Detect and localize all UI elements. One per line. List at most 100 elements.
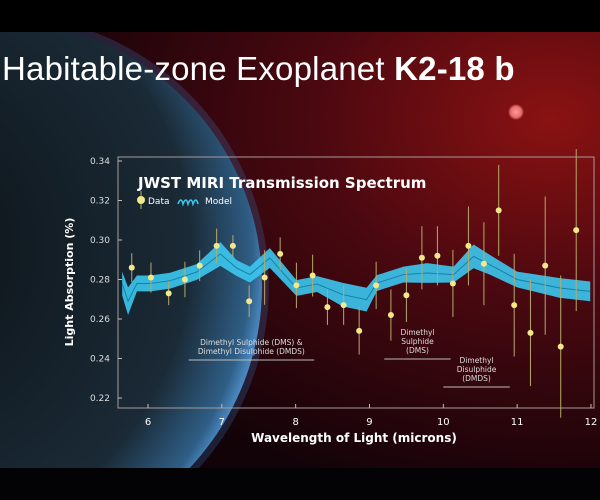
top-bar — [0, 0, 600, 32]
data-point — [181, 261, 188, 298]
data-point — [557, 275, 564, 418]
legend-model-label: Model — [205, 197, 232, 207]
data-marker — [527, 329, 534, 336]
title-bold: K2-18 b — [394, 50, 515, 87]
data-point — [434, 226, 441, 286]
data-marker — [165, 290, 172, 297]
y-tick-label: 0.32 — [90, 197, 110, 207]
data-point — [309, 254, 316, 297]
data-marker — [324, 304, 331, 311]
legend-data-label: Data — [148, 197, 170, 207]
data-point — [324, 289, 331, 325]
x-tick-label: 7 — [219, 417, 225, 428]
legend-data-icon — [137, 196, 145, 204]
chart-title: JWST MIRI Transmission Spectrum — [137, 174, 426, 192]
plot-frame — [117, 156, 595, 409]
data-marker — [181, 276, 188, 283]
data-marker — [434, 252, 441, 259]
data-marker — [449, 280, 456, 287]
data-point — [449, 249, 456, 318]
annotation-text: (DMDS) — [462, 374, 491, 383]
data-marker — [373, 282, 380, 289]
data-marker — [403, 292, 410, 299]
data-marker — [229, 242, 236, 249]
data-marker — [128, 264, 135, 271]
page-title: Habitable-zone Exoplanet K2-18 b — [2, 50, 515, 88]
x-tick-label: 9 — [366, 417, 372, 428]
data-point — [147, 262, 154, 293]
y-axis-label: Light Absorption (%) — [63, 218, 76, 347]
annotation-text: Sulphide — [401, 337, 434, 346]
x-tick-label: 11 — [511, 417, 524, 428]
data-point — [387, 289, 394, 341]
data-marker — [542, 262, 549, 269]
data-point — [246, 285, 253, 318]
data-point — [403, 268, 410, 322]
data-point — [340, 285, 347, 325]
data-marker — [340, 302, 347, 309]
data-point — [213, 228, 220, 264]
bottom-bar — [0, 468, 600, 500]
data-marker — [573, 227, 580, 234]
data-marker — [387, 312, 394, 319]
annotation-text: Dimethyl Sulphide (DMS) & — [200, 338, 303, 347]
spectrum-chart: 6 7 8 9 10 11 12 0.22 0.24 0.26 0.28 0.30 0.32 0.34 D… — [63, 149, 597, 445]
data-marker — [557, 343, 564, 350]
data-point — [356, 307, 363, 355]
data-point — [128, 253, 135, 283]
planet — [0, 32, 262, 468]
data-point — [165, 281, 172, 306]
y-tick-label: 0.24 — [90, 355, 110, 365]
data-marker — [465, 242, 472, 249]
legend: Data Model — [137, 191, 232, 209]
data-point — [229, 235, 236, 257]
data-point — [196, 250, 203, 282]
y-tick-label: 0.30 — [90, 236, 110, 246]
data-point — [418, 226, 425, 290]
data-marker — [196, 262, 203, 269]
data-point — [373, 261, 380, 310]
annotation-text: (DMS) — [406, 346, 429, 355]
data-marker — [418, 254, 425, 261]
x-tick-label: 8 — [292, 417, 298, 428]
legend-model-icon — [177, 199, 199, 207]
title-light: Habitable-zone Exoplanet — [2, 50, 385, 87]
data-point — [542, 196, 549, 335]
y-tick-label: 0.28 — [90, 276, 110, 286]
red-star — [508, 104, 524, 120]
data-marker — [293, 282, 300, 289]
annotation-text: Dimethyl Disulphide (DMDS) — [198, 347, 305, 356]
data-point — [293, 262, 300, 309]
annotation-text: Dimethyl — [460, 356, 494, 365]
x-tick-label: 10 — [437, 417, 450, 428]
data-marker — [277, 250, 284, 257]
data-marker — [246, 298, 253, 305]
model-line — [121, 253, 591, 303]
x-tick-label: 6 — [145, 417, 151, 428]
data-marker — [147, 274, 154, 281]
data-marker — [309, 272, 316, 279]
y-tick-label: 0.22 — [90, 394, 110, 404]
data-point — [277, 237, 284, 271]
x-tick-label: 12 — [585, 417, 598, 428]
y-tick-label: 0.34 — [90, 157, 110, 167]
data-point — [527, 279, 534, 387]
data-marker — [356, 327, 363, 334]
data-marker — [213, 242, 220, 249]
data-point — [261, 250, 268, 305]
model-band — [122, 242, 591, 316]
x-axis-label: Wavelength of Light (microns) — [251, 431, 457, 445]
annotation-text: Disulphide — [457, 365, 497, 374]
data-point — [511, 253, 518, 357]
data-marker — [261, 274, 268, 281]
data-marker — [480, 260, 487, 267]
annotation-text: Dimethyl — [400, 328, 434, 337]
data-marker — [495, 207, 502, 214]
y-tick-label: 0.26 — [90, 315, 110, 325]
data-point — [465, 206, 472, 286]
data-marker — [511, 302, 518, 309]
data-point — [573, 149, 580, 312]
data-point — [495, 164, 502, 256]
data-point — [480, 222, 487, 306]
